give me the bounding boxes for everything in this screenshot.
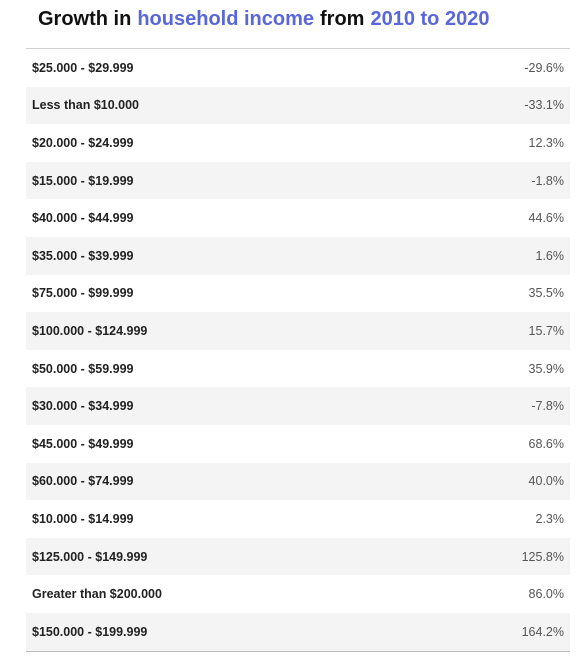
growth-value: 35.9% — [528, 361, 564, 376]
income-bracket: $35.000 - $39.999 — [32, 248, 134, 263]
table-row: $35.000 - $39.999 1.6% — [26, 236, 570, 275]
growth-value: 86.0% — [528, 587, 564, 602]
growth-value: 2.3% — [535, 511, 565, 526]
table-row: $150.000 - $199.999 164.2% — [26, 612, 570, 651]
growth-value: -7.8% — [531, 399, 564, 414]
income-bracket: $150.000 - $199.999 — [32, 624, 148, 639]
table-row: $25.000 - $29.999 -29.6% — [26, 49, 570, 87]
income-bracket: $25.000 - $29.999 — [32, 60, 134, 75]
income-bracket: $40.000 - $44.999 — [32, 211, 134, 226]
growth-value: -1.8% — [531, 173, 564, 188]
table: $25.000 - $29.999 -29.6% Less than $10.000… — [26, 48, 570, 652]
income-bracket: $75.000 - $99.999 — [32, 286, 134, 301]
growth-value: 68.6% — [528, 436, 564, 451]
income-bracket: $15.000 - $19.999 — [32, 173, 134, 188]
growth-value: 1.6% — [535, 248, 565, 263]
growth-value: -33.1% — [524, 98, 564, 113]
growth-value: 15.7% — [528, 323, 564, 338]
table-row: $125.000 - $149.999 125.8% — [26, 537, 570, 576]
growth-value: 164.2% — [521, 624, 564, 639]
growth-value: -29.6% — [524, 60, 564, 75]
growth-value: 125.8% — [521, 549, 564, 564]
table-row: $30.000 - $34.999 -7.8% — [26, 387, 570, 425]
table-row: $75.000 - $99.999 35.5% — [26, 275, 570, 313]
income-bracket: $10.000 - $14.999 — [32, 511, 134, 526]
table-row: $40.000 - $44.999 44.6% — [26, 199, 570, 237]
table-row: $50.000 - $59.999 35.9% — [26, 350, 570, 388]
income-bracket: $20.000 - $24.999 — [32, 135, 134, 150]
growth-value: 40.0% — [528, 474, 564, 489]
title: Growth in household income from 2010 to 202… — [38, 8, 495, 31]
table-row: Greater than $200.000 86.0% — [26, 575, 570, 613]
table-row: Less than $10.000 -33.1% — [26, 86, 570, 125]
table-row: $60.000 - $74.999 40.0% — [26, 462, 570, 501]
income-bracket: Less than $10.000 — [32, 98, 140, 113]
growth-value: 35.5% — [528, 286, 564, 301]
table-row: $10.000 - $14.999 2.3% — [26, 500, 570, 538]
table-row: $45.000 - $49.999 68.6% — [26, 425, 570, 463]
income-bracket: $45.000 - $49.999 — [32, 436, 134, 451]
income-bracket: $60.000 - $74.999 — [32, 474, 134, 489]
income-bracket: Greater than $200.000 — [32, 587, 162, 602]
table-row: $15.000 - $19.999 -1.8% — [26, 161, 570, 200]
table-row: $100.000 - $124.999 15.7% — [26, 312, 570, 350]
title-part: household income — [137, 8, 315, 30]
income-bracket: $100.000 - $124.999 — [32, 323, 148, 338]
title-part: from — [320, 8, 365, 30]
growth-value: 44.6% — [528, 211, 564, 226]
income-bracket: $30.000 - $34.999 — [32, 399, 134, 414]
income-bracket: $125.000 - $149.999 — [32, 549, 148, 564]
growth-value: 12.3% — [528, 135, 564, 150]
title-part: 2010 to 2020 — [370, 8, 490, 30]
title-part: Growth in — [38, 8, 132, 30]
income-bracket: $50.000 - $59.999 — [32, 361, 134, 376]
table-row: $20.000 - $24.999 12.3% — [26, 124, 570, 162]
